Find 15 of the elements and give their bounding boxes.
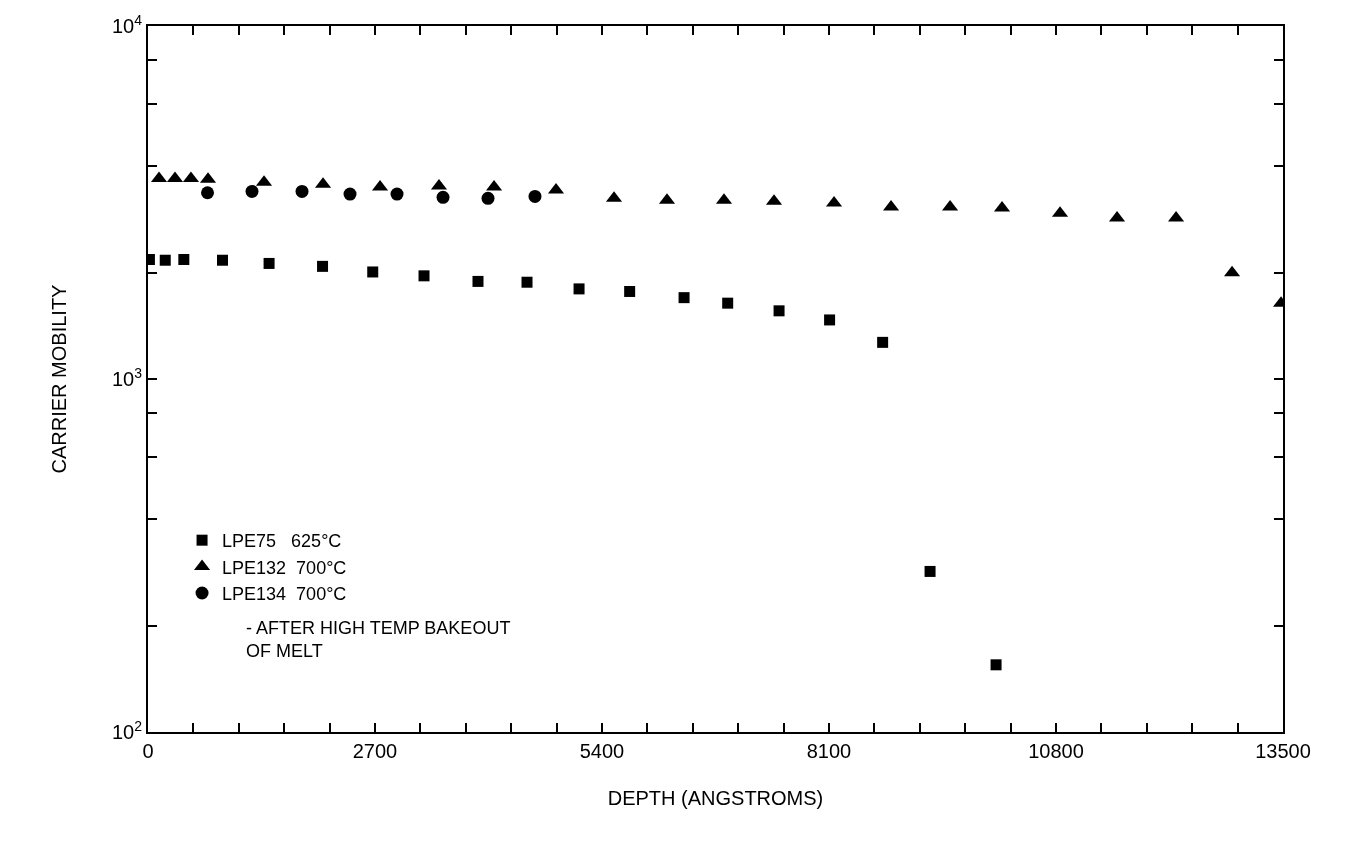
x-tick-label: 2700	[352, 740, 398, 762]
annotation: - AFTER HIGH TEMP BAKEOUT OF MELT	[246, 618, 511, 662]
y-axis-title: CARRIER MOBILITY	[47, 284, 70, 474]
x-tick-label: 13500	[1255, 740, 1311, 762]
x-axis-title: DEPTH (ANGSTROMS)	[607, 787, 824, 809]
legend-label: LPE132 700°C	[222, 557, 347, 578]
y-tick-label: 10$^{3}$	[111, 364, 143, 390]
x-tick-label: 0	[142, 740, 154, 762]
legend-label: LPE75 625°C	[222, 531, 342, 552]
x-tick-label: 5400	[579, 740, 625, 762]
y-tick-label: 10$^{4}$	[111, 11, 143, 37]
y-tick-label: 10$^{2}$	[111, 717, 143, 743]
x-tick-label: 10800	[1028, 740, 1084, 762]
legend-label: LPE134 700°C	[222, 584, 347, 604]
x-tick-label: 8100	[806, 740, 852, 762]
